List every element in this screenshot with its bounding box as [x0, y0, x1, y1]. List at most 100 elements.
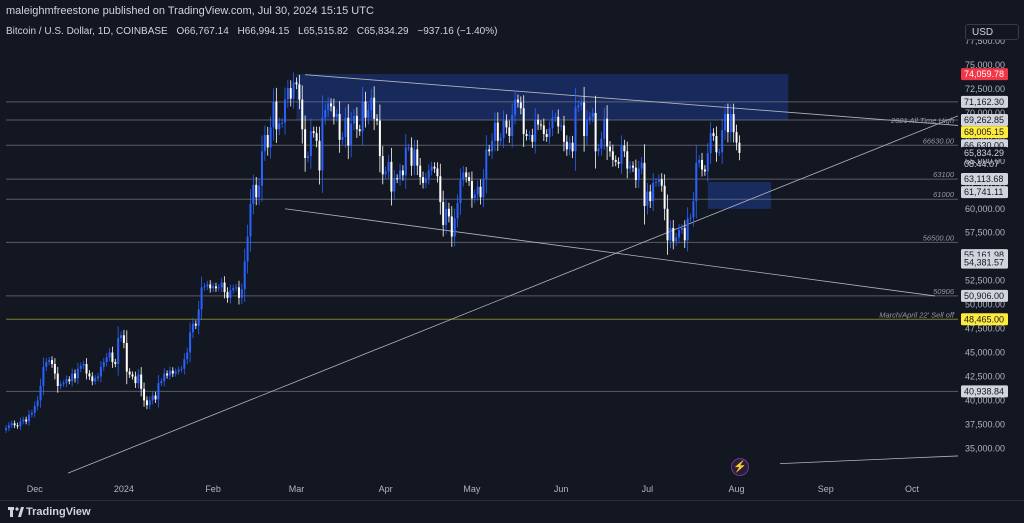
candle-body-16	[51, 360, 54, 364]
candle-body-100	[292, 82, 295, 99]
candle-body-157	[456, 203, 459, 219]
candle-body-202	[585, 119, 588, 136]
candle-body-21	[65, 379, 68, 384]
candle-body-194	[562, 125, 565, 142]
x-tick-2: Feb	[205, 484, 221, 494]
tradingview-brand[interactable]: TradingView	[26, 506, 91, 518]
candle-body-113	[329, 103, 333, 107]
candle-body-199	[577, 105, 580, 108]
candle-body-84	[246, 236, 249, 262]
candle-body-7	[25, 419, 28, 422]
candle-body-62	[183, 359, 186, 369]
candle-body-225	[652, 182, 655, 202]
price-tag-bg-7	[961, 186, 1008, 199]
candle-body-250	[724, 113, 727, 131]
candle-body-168	[488, 149, 491, 152]
candle-body-243	[703, 169, 706, 172]
candle-body-85	[249, 204, 252, 237]
upper-channel-line	[305, 74, 959, 126]
candle-body-247	[715, 135, 718, 153]
candle-body-163	[473, 194, 476, 199]
candle-body-230	[666, 208, 669, 241]
candle-body-156	[453, 218, 456, 237]
candle-body-173	[502, 120, 505, 138]
price-tag-8: 55,161.98	[964, 250, 1004, 260]
horizontal-levels-layer	[6, 101, 958, 392]
candle-body-219	[634, 167, 637, 181]
price-tag-bg-3	[961, 126, 1008, 139]
candle-body-204	[591, 113, 594, 117]
candle-body-91	[266, 135, 269, 148]
lower-channel-line	[284, 208, 936, 297]
candle-body-74	[217, 287, 220, 289]
candle-body-87	[255, 184, 258, 198]
candle-body-211	[611, 151, 614, 160]
candle-body-4	[16, 425, 19, 427]
price-tag-11: 48,465.00	[964, 314, 1004, 324]
ohlc-high: H66,994.15	[237, 26, 290, 37]
candle-body-205	[594, 113, 597, 152]
candle-body-142	[413, 149, 416, 166]
candle-body-58	[171, 370, 174, 374]
candle-body-224	[649, 191, 652, 202]
candle-body-233	[675, 237, 678, 242]
candle-body-35	[105, 357, 108, 363]
candle-body-45	[134, 376, 137, 384]
candle-body-232	[672, 227, 675, 242]
candle-body-139	[404, 147, 407, 176]
candle-body-210	[608, 146, 611, 152]
candle-body-138	[401, 170, 404, 176]
candle-body-56	[166, 373, 169, 376]
candle-body-90	[263, 135, 266, 152]
y-tick-15: 40,000.00	[965, 395, 1005, 405]
price-tag-2: 69,262.85	[964, 115, 1004, 125]
candle-body-25	[76, 368, 79, 379]
candle-body-76	[223, 282, 226, 293]
candle-body-75	[220, 282, 223, 288]
price-tag-bg-12	[961, 385, 1008, 398]
candle-body-234	[678, 229, 681, 238]
candle-body-44	[131, 374, 134, 377]
x-tick-6: Jun	[554, 484, 569, 494]
candle-body-129	[376, 118, 379, 121]
y-tick-7: 60,000.00	[965, 204, 1005, 214]
candle-body-69	[203, 286, 206, 288]
candle-body-20	[62, 383, 65, 385]
price-tag-bg-0	[961, 68, 1008, 81]
candle-body-3	[13, 423, 16, 426]
price-chart[interactable]: 2021 All Time High 66630.00 63100 61000 5650…	[0, 0, 1024, 500]
candle-body-242	[701, 159, 704, 170]
candle-body-73	[214, 286, 217, 289]
candle-body-82	[240, 289, 243, 298]
candle-body-14	[45, 362, 48, 367]
candle-body-33	[99, 366, 102, 377]
candle-body-134	[390, 161, 393, 192]
candle-body-94	[275, 101, 278, 130]
currency-button[interactable]: USD	[965, 24, 1019, 40]
time-axis: Dec 2024 Feb Mar Apr May Jun Jul Aug Sep Oct	[27, 484, 920, 494]
level-label-4: 61000	[933, 190, 955, 199]
candle-body-88	[258, 185, 261, 198]
candle-body-235	[680, 227, 683, 230]
candle-body-212	[614, 159, 617, 162]
candle-body-217	[629, 165, 632, 169]
candle-body-34	[102, 362, 105, 367]
publish-info: maleighmfreestone published on TradingVi…	[6, 5, 374, 17]
price-tag-7: 61,741.11	[964, 187, 1003, 197]
candle-body-238	[689, 217, 692, 219]
candle-body-127	[370, 97, 373, 111]
candle-body-174	[505, 120, 508, 128]
candle-body-150	[436, 168, 439, 177]
candle-body-49	[145, 400, 148, 406]
candle-body-41	[122, 335, 125, 343]
level-label-7: March/April 22' Sell off	[879, 310, 955, 319]
candle-body-70	[206, 284, 209, 287]
candle-body-71	[209, 284, 212, 289]
candle-body-135	[393, 178, 396, 192]
footer-bar: TradingView	[0, 500, 1024, 523]
candle-body-98	[286, 88, 289, 100]
candle-body-15	[48, 360, 51, 363]
candle-body-249	[721, 130, 724, 153]
lightning-icon[interactable]: ⚡	[731, 458, 749, 476]
candle-body-140	[407, 147, 410, 149]
